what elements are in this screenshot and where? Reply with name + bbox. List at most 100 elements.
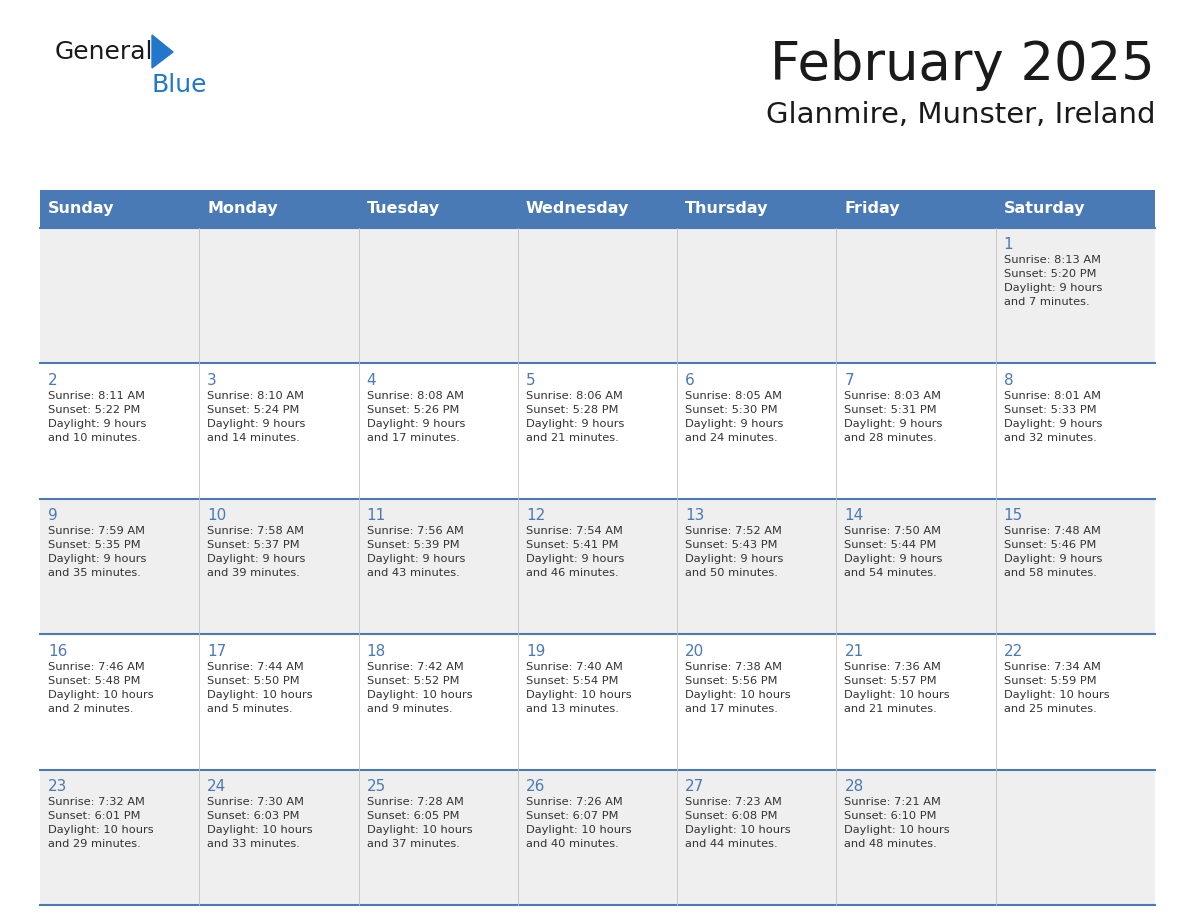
Bar — [200, 228, 359, 364]
Text: Sunrise: 7:58 AM
Sunset: 5:37 PM
Daylight: 9 hours
and 39 minutes.: Sunrise: 7:58 AM Sunset: 5:37 PM Dayligh… — [207, 526, 305, 578]
Text: 9: 9 — [48, 509, 58, 523]
Text: 12: 12 — [526, 509, 545, 523]
Text: 1: 1 — [1004, 238, 1013, 252]
Text: Sunrise: 7:44 AM
Sunset: 5:50 PM
Daylight: 10 hours
and 5 minutes.: Sunrise: 7:44 AM Sunset: 5:50 PM Dayligh… — [207, 662, 312, 713]
Text: 20: 20 — [685, 644, 704, 659]
Bar — [200, 634, 359, 769]
Bar — [200, 498, 359, 634]
Text: Friday: Friday — [845, 201, 901, 217]
Bar — [359, 498, 518, 634]
Bar — [996, 364, 1155, 498]
Bar — [996, 498, 1155, 634]
Bar — [996, 190, 1155, 228]
Text: Sunrise: 7:36 AM
Sunset: 5:57 PM
Daylight: 10 hours
and 21 minutes.: Sunrise: 7:36 AM Sunset: 5:57 PM Dayligh… — [845, 662, 950, 713]
Text: Sunrise: 7:52 AM
Sunset: 5:43 PM
Daylight: 9 hours
and 50 minutes.: Sunrise: 7:52 AM Sunset: 5:43 PM Dayligh… — [685, 526, 783, 578]
Text: 8: 8 — [1004, 373, 1013, 388]
Text: Saturday: Saturday — [1004, 201, 1085, 217]
Bar — [677, 498, 836, 634]
Bar — [359, 190, 518, 228]
Text: Sunrise: 8:11 AM
Sunset: 5:22 PM
Daylight: 9 hours
and 10 minutes.: Sunrise: 8:11 AM Sunset: 5:22 PM Dayligh… — [48, 391, 146, 442]
Text: 24: 24 — [207, 779, 227, 794]
Bar — [836, 190, 996, 228]
Text: 7: 7 — [845, 373, 854, 388]
Bar — [996, 634, 1155, 769]
Bar — [359, 364, 518, 498]
Text: Sunrise: 7:34 AM
Sunset: 5:59 PM
Daylight: 10 hours
and 25 minutes.: Sunrise: 7:34 AM Sunset: 5:59 PM Dayligh… — [1004, 662, 1110, 713]
Text: 23: 23 — [48, 779, 68, 794]
Bar — [200, 190, 359, 228]
Text: Sunrise: 7:56 AM
Sunset: 5:39 PM
Daylight: 9 hours
and 43 minutes.: Sunrise: 7:56 AM Sunset: 5:39 PM Dayligh… — [367, 526, 465, 578]
Text: Sunrise: 7:38 AM
Sunset: 5:56 PM
Daylight: 10 hours
and 17 minutes.: Sunrise: 7:38 AM Sunset: 5:56 PM Dayligh… — [685, 662, 791, 713]
Text: Sunrise: 7:48 AM
Sunset: 5:46 PM
Daylight: 9 hours
and 58 minutes.: Sunrise: 7:48 AM Sunset: 5:46 PM Dayligh… — [1004, 526, 1102, 578]
Text: Sunrise: 7:21 AM
Sunset: 6:10 PM
Daylight: 10 hours
and 48 minutes.: Sunrise: 7:21 AM Sunset: 6:10 PM Dayligh… — [845, 797, 950, 849]
Text: Sunrise: 8:06 AM
Sunset: 5:28 PM
Daylight: 9 hours
and 21 minutes.: Sunrise: 8:06 AM Sunset: 5:28 PM Dayligh… — [526, 391, 624, 442]
Text: General: General — [55, 40, 153, 64]
Text: February 2025: February 2025 — [770, 39, 1155, 91]
Text: 22: 22 — [1004, 644, 1023, 659]
Bar — [836, 769, 996, 905]
Text: 18: 18 — [367, 644, 386, 659]
Text: Sunrise: 7:54 AM
Sunset: 5:41 PM
Daylight: 9 hours
and 46 minutes.: Sunrise: 7:54 AM Sunset: 5:41 PM Dayligh… — [526, 526, 624, 578]
Text: 25: 25 — [367, 779, 386, 794]
Text: 27: 27 — [685, 779, 704, 794]
Text: Sunrise: 7:50 AM
Sunset: 5:44 PM
Daylight: 9 hours
and 54 minutes.: Sunrise: 7:50 AM Sunset: 5:44 PM Dayligh… — [845, 526, 943, 578]
Text: Thursday: Thursday — [685, 201, 769, 217]
Text: Glanmire, Munster, Ireland: Glanmire, Munster, Ireland — [765, 101, 1155, 129]
Bar — [40, 364, 200, 498]
Bar — [200, 769, 359, 905]
Text: Sunrise: 8:10 AM
Sunset: 5:24 PM
Daylight: 9 hours
and 14 minutes.: Sunrise: 8:10 AM Sunset: 5:24 PM Dayligh… — [207, 391, 305, 442]
Text: Sunrise: 7:46 AM
Sunset: 5:48 PM
Daylight: 10 hours
and 2 minutes.: Sunrise: 7:46 AM Sunset: 5:48 PM Dayligh… — [48, 662, 153, 713]
Bar — [518, 190, 677, 228]
Bar — [359, 634, 518, 769]
Text: Sunrise: 8:05 AM
Sunset: 5:30 PM
Daylight: 9 hours
and 24 minutes.: Sunrise: 8:05 AM Sunset: 5:30 PM Dayligh… — [685, 391, 783, 442]
Bar — [518, 498, 677, 634]
Text: Sunrise: 7:59 AM
Sunset: 5:35 PM
Daylight: 9 hours
and 35 minutes.: Sunrise: 7:59 AM Sunset: 5:35 PM Dayligh… — [48, 526, 146, 578]
Text: 15: 15 — [1004, 509, 1023, 523]
Bar — [677, 228, 836, 364]
Bar — [677, 190, 836, 228]
Bar — [677, 769, 836, 905]
Text: 16: 16 — [48, 644, 68, 659]
Bar — [200, 364, 359, 498]
Text: Sunday: Sunday — [48, 201, 114, 217]
Text: 21: 21 — [845, 644, 864, 659]
Text: Blue: Blue — [152, 73, 208, 97]
Text: Tuesday: Tuesday — [367, 201, 440, 217]
Text: 14: 14 — [845, 509, 864, 523]
Text: Sunrise: 7:26 AM
Sunset: 6:07 PM
Daylight: 10 hours
and 40 minutes.: Sunrise: 7:26 AM Sunset: 6:07 PM Dayligh… — [526, 797, 632, 849]
Text: 4: 4 — [367, 373, 377, 388]
Bar — [518, 364, 677, 498]
Bar — [836, 634, 996, 769]
Text: Sunrise: 7:42 AM
Sunset: 5:52 PM
Daylight: 10 hours
and 9 minutes.: Sunrise: 7:42 AM Sunset: 5:52 PM Dayligh… — [367, 662, 472, 713]
Bar — [40, 190, 200, 228]
Text: Sunrise: 7:40 AM
Sunset: 5:54 PM
Daylight: 10 hours
and 13 minutes.: Sunrise: 7:40 AM Sunset: 5:54 PM Dayligh… — [526, 662, 632, 713]
Bar — [40, 634, 200, 769]
Text: 10: 10 — [207, 509, 227, 523]
Bar — [996, 228, 1155, 364]
Bar — [677, 364, 836, 498]
Text: 3: 3 — [207, 373, 217, 388]
Bar — [677, 634, 836, 769]
Text: Sunrise: 8:03 AM
Sunset: 5:31 PM
Daylight: 9 hours
and 28 minutes.: Sunrise: 8:03 AM Sunset: 5:31 PM Dayligh… — [845, 391, 943, 442]
Text: Sunrise: 7:32 AM
Sunset: 6:01 PM
Daylight: 10 hours
and 29 minutes.: Sunrise: 7:32 AM Sunset: 6:01 PM Dayligh… — [48, 797, 153, 849]
Bar — [836, 364, 996, 498]
Text: Monday: Monday — [207, 201, 278, 217]
Bar — [518, 769, 677, 905]
Bar — [836, 498, 996, 634]
Bar — [518, 228, 677, 364]
Text: Wednesday: Wednesday — [526, 201, 630, 217]
Text: 13: 13 — [685, 509, 704, 523]
Text: Sunrise: 7:30 AM
Sunset: 6:03 PM
Daylight: 10 hours
and 33 minutes.: Sunrise: 7:30 AM Sunset: 6:03 PM Dayligh… — [207, 797, 312, 849]
Bar — [40, 769, 200, 905]
Text: 17: 17 — [207, 644, 227, 659]
Text: 28: 28 — [845, 779, 864, 794]
Text: 26: 26 — [526, 779, 545, 794]
Bar — [40, 228, 200, 364]
Text: 6: 6 — [685, 373, 695, 388]
Bar — [996, 769, 1155, 905]
Text: 5: 5 — [526, 373, 536, 388]
Text: Sunrise: 7:28 AM
Sunset: 6:05 PM
Daylight: 10 hours
and 37 minutes.: Sunrise: 7:28 AM Sunset: 6:05 PM Dayligh… — [367, 797, 472, 849]
Bar — [359, 228, 518, 364]
Bar — [836, 228, 996, 364]
Bar — [40, 498, 200, 634]
